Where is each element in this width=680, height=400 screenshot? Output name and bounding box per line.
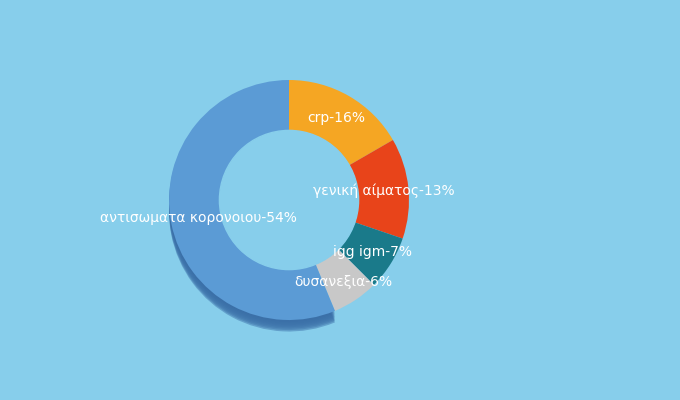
Wedge shape bbox=[289, 80, 393, 165]
Wedge shape bbox=[316, 249, 374, 311]
Wedge shape bbox=[169, 92, 335, 332]
Wedge shape bbox=[169, 90, 335, 330]
Wedge shape bbox=[169, 83, 335, 323]
Text: αντισωματα κορονοιου-54%: αντισωματα κορονοιου-54% bbox=[100, 211, 297, 225]
Wedge shape bbox=[350, 140, 409, 238]
Wedge shape bbox=[338, 222, 403, 285]
Wedge shape bbox=[169, 86, 335, 326]
Wedge shape bbox=[169, 82, 335, 322]
Wedge shape bbox=[169, 87, 335, 327]
Text: δυσανεξια-6%: δυσανεξια-6% bbox=[294, 275, 393, 289]
Wedge shape bbox=[169, 89, 335, 329]
Text: igg igm-7%: igg igm-7% bbox=[333, 245, 412, 259]
Wedge shape bbox=[169, 80, 335, 320]
Circle shape bbox=[220, 130, 358, 270]
Wedge shape bbox=[169, 84, 335, 324]
Text: crp-16%: crp-16% bbox=[307, 111, 365, 125]
Text: γενική αίματος-13%: γενική αίματος-13% bbox=[313, 184, 454, 198]
